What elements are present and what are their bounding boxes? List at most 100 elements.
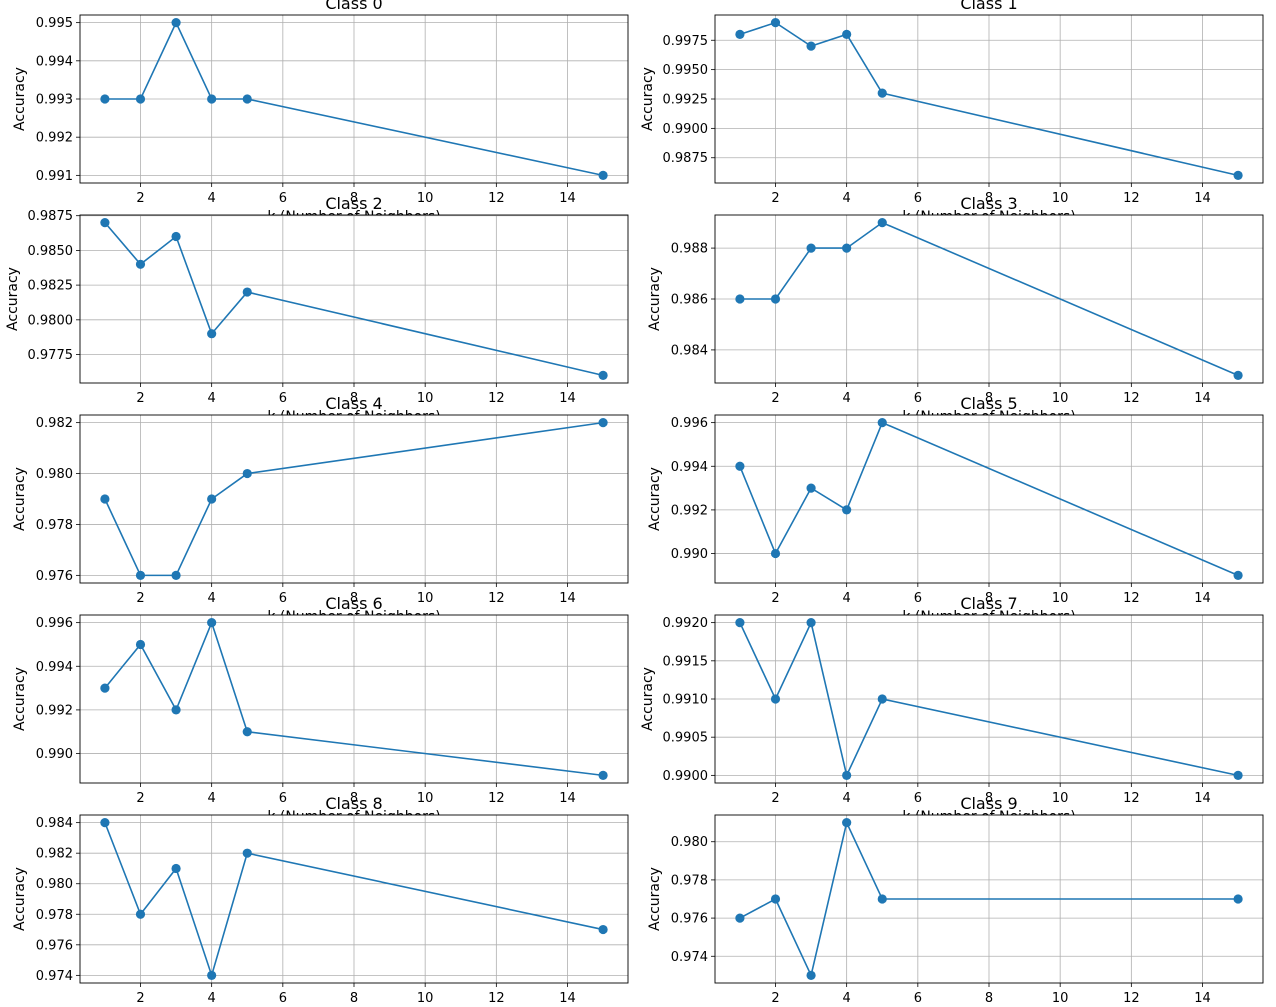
data-point — [1233, 770, 1243, 780]
y-tick-label: 0.984 — [36, 816, 73, 831]
x-tick-label: 10 — [1052, 591, 1069, 606]
x-tick-label: 12 — [488, 591, 505, 606]
y-tick-label: 0.986 — [671, 293, 708, 308]
x-tick-label: 14 — [559, 591, 576, 606]
data-point — [877, 418, 887, 428]
x-tick-label: 14 — [559, 791, 576, 806]
subplot-class-1: 2 4 6 8 10 12 14 0.9875 0.9900 0.9925 0.9950 0.9975… — [640, 14, 1264, 225]
subplot-title: Class 5 — [960, 394, 1017, 413]
axes-frame — [714, 14, 1264, 184]
series-line — [739, 421, 1239, 577]
y-tick-label: 0.980 — [36, 877, 73, 892]
x-tick-label: 2 — [771, 391, 779, 406]
y-tick-label: 0.9925 — [663, 93, 709, 108]
data-point — [877, 694, 887, 704]
data-point — [735, 913, 745, 923]
y-tick-label: 0.994 — [671, 460, 708, 475]
x-tick-label: 4 — [208, 991, 216, 1006]
data-point — [877, 894, 887, 904]
x-tick-label: 10 — [1052, 991, 1069, 1006]
series-line — [739, 21, 1239, 177]
y-tick-label: 0.990 — [671, 547, 708, 562]
y-tick-label: 0.980 — [671, 835, 708, 850]
series-line — [104, 822, 604, 979]
x-tick-label: 14 — [1194, 991, 1211, 1006]
x-tick-label: 6 — [279, 591, 287, 606]
data-point — [770, 18, 781, 28]
data-point — [207, 494, 217, 504]
subplot-title: Class 3 — [960, 194, 1017, 213]
y-tick-label: 0.978 — [671, 873, 708, 888]
data-point — [242, 287, 252, 297]
y-tick-label: 0.9900 — [663, 122, 709, 137]
data-point — [100, 494, 110, 504]
x-tick-label: 14 — [559, 991, 576, 1006]
data-point — [135, 909, 146, 919]
x-tick-label: 12 — [488, 791, 505, 806]
data-point — [171, 570, 181, 580]
y-tick-label: 0.994 — [36, 660, 73, 675]
y-tick-label: 0.974 — [36, 969, 73, 984]
data-point — [1233, 370, 1243, 380]
x-tick-label: 4 — [843, 591, 851, 606]
y-tick-label: 0.982 — [36, 847, 73, 862]
data-point — [735, 294, 745, 304]
data-point — [806, 618, 816, 628]
y-tick-label: 0.9975 — [663, 34, 709, 49]
data-point — [100, 218, 110, 228]
subplot-class-7: 2 4 6 8 10 12 14 0.9900 0.9905 0.9910 0.9915 0.9920… — [640, 614, 1264, 825]
data-point — [242, 727, 252, 737]
x-tick-label: 4 — [208, 591, 216, 606]
series-line — [104, 421, 604, 577]
y-tick-label: 0.9875 — [663, 151, 709, 166]
data-point — [842, 29, 852, 39]
series-line — [739, 620, 1239, 778]
subplot-class-2: 2 4 6 8 10 12 14 0.9775 0.9800 0.9825 0.9850 0.9875… — [5, 209, 629, 425]
data-point — [242, 468, 252, 479]
y-axis-label: Accuracy — [12, 867, 28, 931]
y-tick-label: 0.992 — [36, 131, 73, 146]
x-tick-label: 2 — [136, 991, 144, 1006]
y-axis-label: Accuracy — [5, 267, 21, 331]
x-tick-label: 2 — [136, 191, 144, 206]
x-tick-label: 4 — [843, 191, 851, 206]
x-tick-label: 4 — [208, 191, 216, 206]
data-point — [242, 94, 252, 104]
x-tick-label: 12 — [1123, 991, 1140, 1006]
x-tick-label: 8 — [985, 391, 993, 406]
data-point — [135, 94, 146, 104]
x-tick-label: 8 — [350, 991, 358, 1006]
data-point — [735, 29, 745, 39]
y-tick-label: 0.992 — [36, 703, 73, 718]
data-point — [135, 639, 146, 650]
x-tick-label: 2 — [771, 191, 779, 206]
data-point — [171, 231, 181, 242]
subplot-class-5: 24681012140.9900.9920.9940.996Accuracyk … — [647, 414, 1264, 625]
data-point — [598, 418, 608, 428]
subplot-title: Class 1 — [960, 0, 1017, 13]
data-point — [598, 770, 608, 780]
y-tick-label: 0.991 — [36, 169, 73, 184]
x-tick-label: 12 — [1123, 191, 1140, 206]
x-tick-label: 8 — [985, 591, 993, 606]
x-tick-label: 8 — [985, 191, 993, 206]
y-tick-label: 0.980 — [36, 467, 73, 482]
data-point — [806, 970, 816, 980]
x-tick-label: 10 — [417, 791, 434, 806]
x-tick-label: 6 — [279, 391, 287, 406]
subplot-class-8: 2 4 6 8 10 12 14 0.974 0.976 0.978 0.980 0.982 0.984… — [12, 814, 629, 1006]
x-tick-label: 4 — [208, 391, 216, 406]
y-tick-label: 0.9850 — [28, 244, 74, 259]
data-point — [770, 894, 781, 904]
x-tick-label: 8 — [350, 191, 358, 206]
data-point — [877, 88, 887, 98]
y-tick-label: 0.982 — [36, 416, 73, 431]
data-point — [1233, 894, 1243, 904]
data-point — [207, 618, 217, 628]
data-point — [1233, 570, 1243, 580]
data-point — [100, 94, 110, 104]
x-tick-label: 14 — [1194, 591, 1211, 606]
data-point — [207, 329, 217, 339]
data-point — [135, 570, 146, 580]
